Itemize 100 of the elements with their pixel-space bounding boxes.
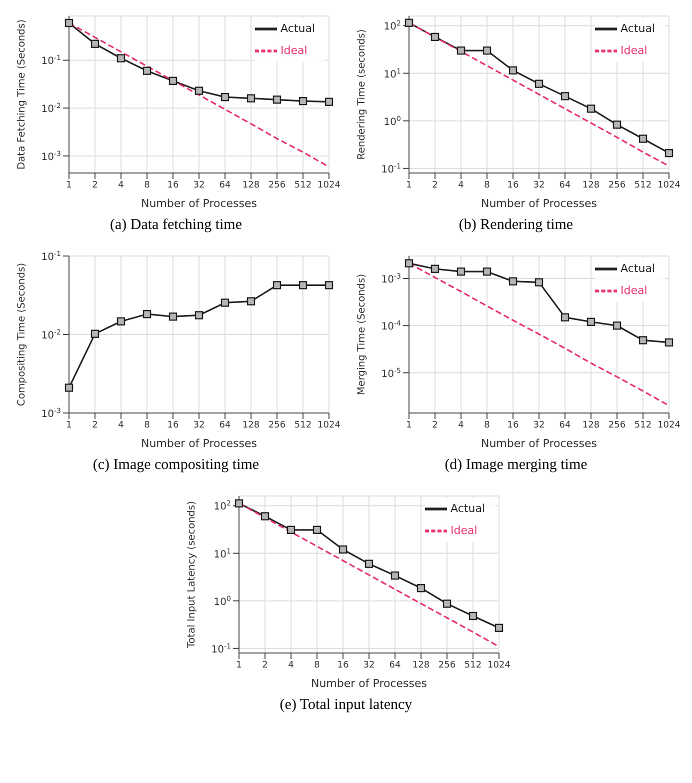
x-tick-label: 128 (582, 420, 600, 430)
point (324, 281, 334, 290)
y-tick-label: 10$^{1}$ (214, 547, 231, 560)
x-tick-label: 2 (432, 420, 438, 430)
point (338, 545, 348, 554)
point (586, 104, 596, 113)
point (456, 46, 466, 55)
x-tick-label: 256 (608, 180, 626, 190)
x-axis-title: Number of Processes (140, 197, 258, 210)
x-tick-label: 1024 (488, 660, 511, 670)
x-tick-label: 32 (193, 180, 205, 190)
text: (a) Data fetching time (110, 217, 242, 234)
x-axis-title: Number of Processes (140, 437, 258, 450)
x-tick-label: 8 (484, 420, 490, 430)
point (90, 330, 100, 338)
x-tick-label: 16 (167, 420, 179, 430)
legend-label: Ideal (280, 44, 308, 58)
x-tick-label: 1024 (658, 180, 681, 190)
x-tick-label: 8 (484, 180, 490, 190)
point (246, 94, 256, 102)
point (272, 281, 282, 290)
legend-label: Actual (620, 262, 655, 276)
x-tick-label: 1 (406, 420, 412, 430)
point (324, 98, 334, 106)
y-tick-label: 10$^{1}$ (384, 67, 401, 80)
x-tick-label: 1 (66, 180, 72, 190)
y-tick-label: 10$^{-1}$ (41, 54, 61, 68)
x-tick-label: 16 (167, 180, 179, 190)
x-tick-label: 4 (288, 660, 294, 670)
point (430, 264, 440, 273)
point (142, 66, 152, 75)
x-tick-label: 4 (458, 420, 464, 430)
point (560, 313, 570, 322)
x-tick-label: 8 (144, 180, 150, 190)
point (168, 312, 178, 321)
legend-label: Ideal (620, 284, 648, 298)
y-tick-label: 10$^{0}$ (384, 114, 401, 128)
point (612, 120, 622, 129)
y-axis-title: Total Input Latency (seconds) (186, 500, 198, 649)
point (298, 96, 308, 106)
legend-label: Actual (450, 502, 485, 516)
legend-label: Ideal (620, 44, 648, 58)
y-axis-title: Merging Time (Seconds) (356, 274, 368, 396)
point (482, 46, 492, 55)
x-tick-label: 32 (363, 660, 375, 670)
x-axis-title: Number of Processes (480, 197, 598, 210)
x-tick-label: 64 (389, 660, 401, 670)
point (298, 281, 308, 290)
x-tick-label: 128 (242, 180, 260, 190)
x-tick-label: 4 (458, 180, 464, 190)
point (142, 310, 152, 318)
y-tick-label: 10$^{0}$ (214, 594, 231, 608)
y-tick-label: 10$^{-4}$ (381, 320, 402, 333)
point (220, 298, 230, 307)
x-tick-label: 256 (268, 420, 286, 430)
point (272, 96, 282, 104)
point (90, 40, 100, 48)
point (586, 318, 596, 326)
x-tick-label: 2 (92, 420, 98, 430)
y-tick-label: 10$^{-2}$ (41, 102, 61, 116)
legend-label: Ideal (450, 524, 478, 538)
y-tick-label: 10$^{-1}$ (41, 250, 61, 263)
text: (e) Total input latency (280, 697, 412, 714)
x-tick-label: 32 (533, 420, 545, 430)
y-tick-label: 10$^{-1}$ (381, 162, 401, 176)
point (534, 278, 544, 286)
point (638, 134, 648, 143)
x-tick-label: 256 (608, 420, 626, 430)
x-tick-label: 2 (92, 180, 98, 190)
point (312, 526, 322, 534)
point (468, 612, 478, 620)
x-tick-label: 16 (507, 180, 519, 190)
point (64, 384, 74, 392)
x-tick-label: 512 (294, 420, 312, 430)
point (416, 584, 426, 592)
point (390, 571, 400, 580)
x-tick-label: 4 (118, 180, 124, 190)
text: (c) Image compositing time (92, 457, 260, 474)
point (612, 322, 622, 330)
x-tick-label: 1 (236, 660, 242, 670)
point (168, 76, 178, 85)
point (116, 54, 126, 62)
point (456, 268, 466, 276)
y-tick-label: 10$^{-5}$ (381, 366, 401, 380)
point (194, 311, 204, 320)
x-tick-label: 64 (219, 180, 231, 190)
x-tick-label: 512 (464, 660, 482, 670)
x-axis-title: Number of Processes (480, 437, 598, 450)
y-tick-label: 10$^{-3}$ (41, 150, 61, 163)
point (194, 86, 204, 95)
point (116, 317, 126, 326)
x-tick-label: 4 (118, 420, 124, 430)
point (404, 18, 414, 27)
y-axis-title: Compositing Time (Seconds) (16, 262, 28, 406)
x-tick-label: 64 (219, 420, 231, 430)
point (560, 92, 570, 100)
x-tick-label: 1 (406, 180, 412, 190)
point (234, 499, 244, 508)
x-tick-label: 1024 (318, 180, 341, 190)
y-tick-label: 10$^{-3}$ (41, 407, 61, 420)
